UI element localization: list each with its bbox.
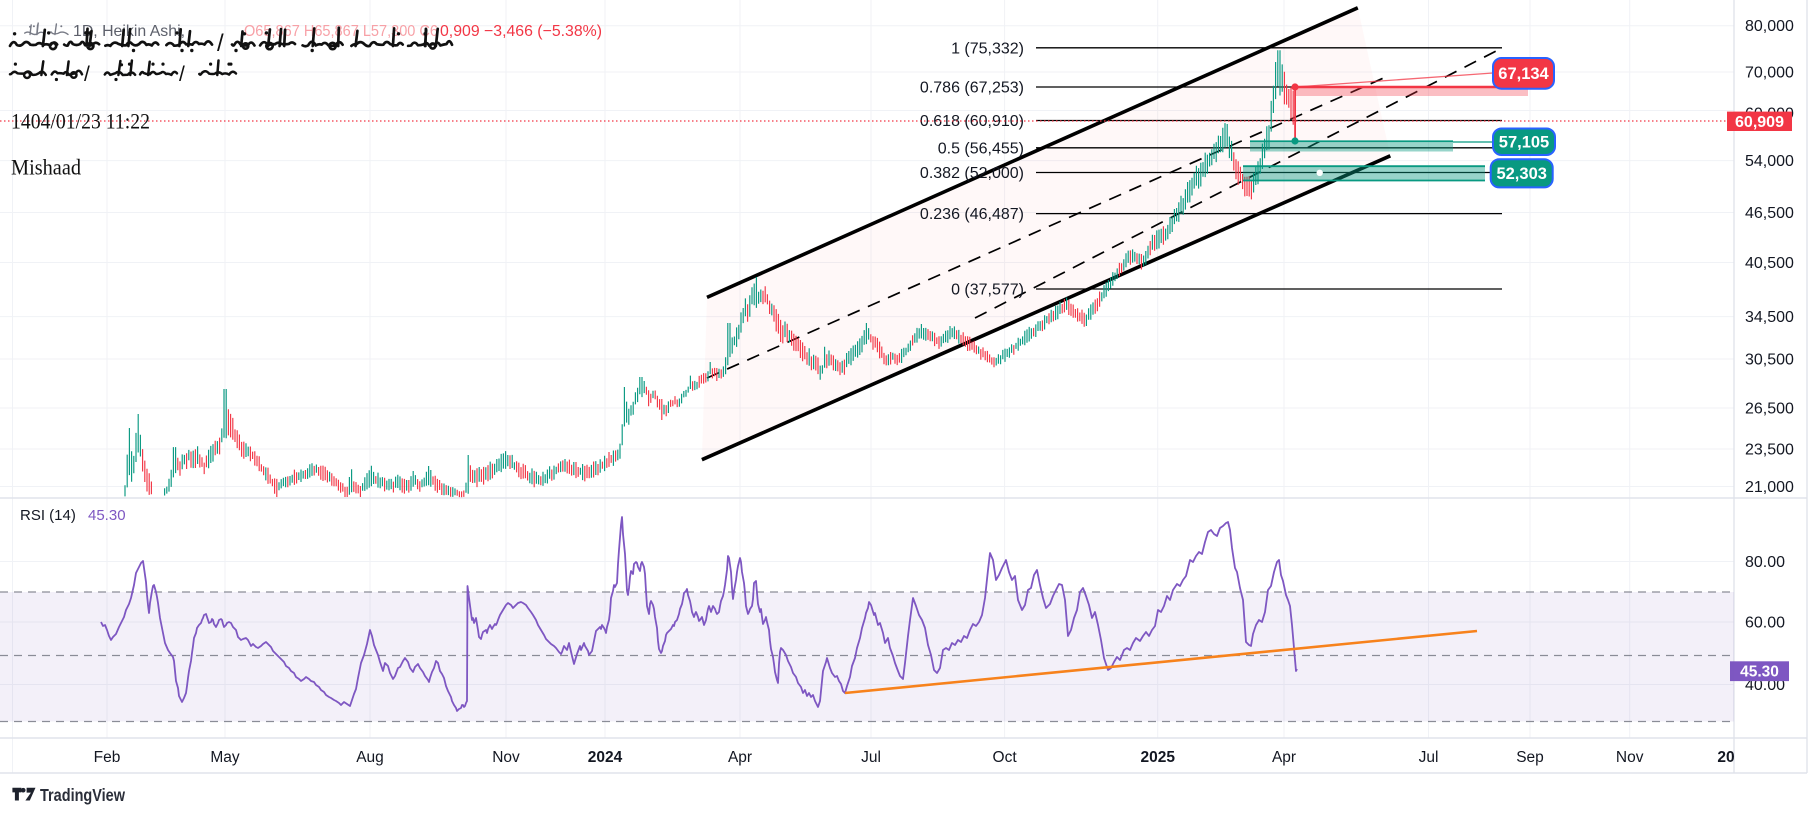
svg-text:TradingView: TradingView [40,785,125,805]
svg-text:60,909: 60,909 [1735,114,1784,131]
svg-text:O65,867 H65,867 L57,300 C6: O65,867 H65,867 L57,300 C6 [244,23,438,40]
svg-text:0.236 (46,487): 0.236 (46,487) [920,206,1024,223]
svg-text:RSI (14): RSI (14) [20,507,76,524]
svg-text:40.00: 40.00 [1745,677,1785,694]
svg-text:Aug: Aug [356,749,384,766]
svg-text:Jul: Jul [1419,749,1439,766]
svg-text:/: / [217,30,224,57]
svg-text:54,000: 54,000 [1745,153,1794,170]
svg-text:46,500: 46,500 [1745,205,1794,222]
svg-text:Sep: Sep [1516,749,1544,766]
svg-text:21,000: 21,000 [1745,479,1794,496]
svg-text:60.00: 60.00 [1745,615,1785,632]
svg-text:23,500: 23,500 [1745,442,1794,459]
svg-text:20: 20 [1717,749,1734,766]
svg-text:40,500: 40,500 [1745,255,1794,272]
svg-text:Jul: Jul [861,749,881,766]
svg-text:26,500: 26,500 [1745,401,1794,418]
svg-text:0.5 (56,455): 0.5 (56,455) [938,140,1024,157]
svg-text:45.30: 45.30 [1740,664,1779,681]
svg-text:Mishaad: Mishaad [11,155,81,180]
svg-text:52,303: 52,303 [1496,165,1546,183]
svg-text:0.618 (60,910): 0.618 (60,910) [920,113,1024,130]
svg-text:/: / [179,63,185,86]
svg-text:0.382 (52,000): 0.382 (52,000) [920,165,1024,182]
svg-text:2024: 2024 [588,749,623,766]
svg-text:0 (37,577): 0 (37,577) [951,282,1024,299]
svg-text:0.786 (67,253): 0.786 (67,253) [920,80,1024,97]
svg-text:57,105: 57,105 [1499,133,1549,151]
svg-text:Nov: Nov [1616,749,1644,766]
svg-text:80.00: 80.00 [1745,554,1785,571]
svg-text:Apr: Apr [728,749,752,766]
svg-text:45.30: 45.30 [88,507,126,524]
svg-text:Feb: Feb [94,749,121,766]
svg-text:1404/01/23 11:22: 1404/01/23 11:22 [11,109,150,134]
svg-text:Apr: Apr [1272,749,1296,766]
svg-text:70,000: 70,000 [1745,65,1794,82]
svg-text:2025: 2025 [1140,749,1175,766]
svg-text:67,134: 67,134 [1498,65,1549,83]
svg-text:0,909 −3,466 (−5.38%): 0,909 −3,466 (−5.38%) [440,23,602,40]
svg-text:30,500: 30,500 [1745,352,1794,369]
svg-text:34,500: 34,500 [1745,309,1794,326]
svg-text:80,000: 80,000 [1745,18,1794,35]
svg-text:1 (75,332): 1 (75,332) [951,40,1024,57]
svg-text:/: / [84,63,90,86]
svg-text:May: May [210,749,240,766]
svg-text:Nov: Nov [492,749,520,766]
svg-text:Oct: Oct [993,749,1018,766]
